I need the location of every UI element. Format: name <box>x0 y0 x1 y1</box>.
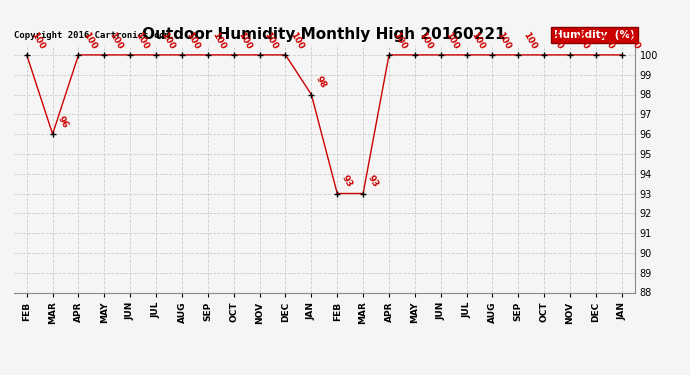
Text: Humidity  (%): Humidity (%) <box>554 30 635 40</box>
Text: 100: 100 <box>159 30 176 51</box>
Text: 100: 100 <box>495 30 512 51</box>
Text: 100: 100 <box>210 30 228 51</box>
Text: 100: 100 <box>81 30 98 51</box>
Text: 100: 100 <box>133 30 150 51</box>
Text: 100: 100 <box>417 30 435 51</box>
Text: 100: 100 <box>573 30 590 51</box>
Text: 100: 100 <box>237 30 253 51</box>
Text: 96: 96 <box>55 114 70 130</box>
Text: 100: 100 <box>107 30 124 51</box>
Text: 100: 100 <box>469 30 486 51</box>
Text: 100: 100 <box>624 30 642 51</box>
Text: 93: 93 <box>366 174 380 189</box>
Text: 100: 100 <box>599 30 615 51</box>
Text: 100: 100 <box>444 30 460 51</box>
Text: 100: 100 <box>185 30 201 51</box>
Text: 100: 100 <box>288 30 305 51</box>
Text: 98: 98 <box>314 75 328 90</box>
Text: 100: 100 <box>547 30 564 51</box>
Text: 100: 100 <box>392 30 408 51</box>
Text: 100: 100 <box>262 30 279 51</box>
Text: 100: 100 <box>521 30 538 51</box>
Text: 100: 100 <box>30 30 46 51</box>
Text: Copyright 2016 Cartronics.com: Copyright 2016 Cartronics.com <box>14 31 170 40</box>
Text: 93: 93 <box>340 174 354 189</box>
Title: Outdoor Humidity Monthly High 20160221: Outdoor Humidity Monthly High 20160221 <box>143 27 506 42</box>
